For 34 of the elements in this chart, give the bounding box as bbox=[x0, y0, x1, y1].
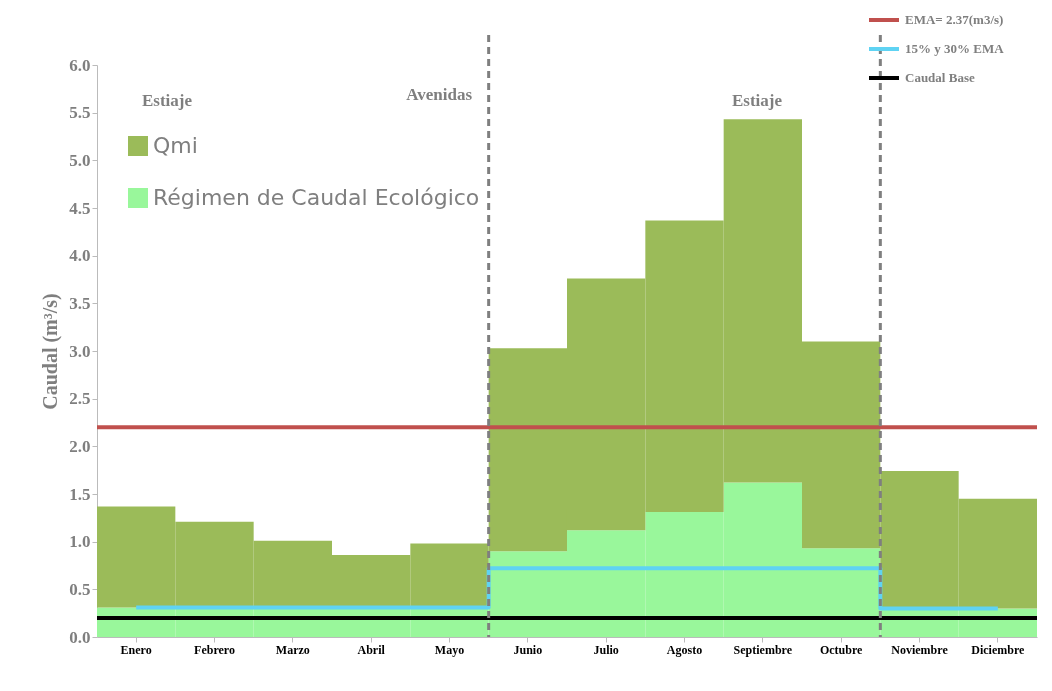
x-tick-label: Marzo bbox=[275, 642, 310, 657]
y-tick-label: 5.5 bbox=[69, 103, 91, 123]
legend-label: Qmi bbox=[153, 133, 198, 158]
x-tick-label: Enero bbox=[120, 642, 152, 657]
legend-label: 15% y 30% EMA bbox=[905, 41, 1005, 56]
x-tick-label: Noviembre bbox=[891, 642, 949, 657]
y-tick-label: 6.0 bbox=[69, 55, 91, 75]
y-tick-label: 4.0 bbox=[69, 246, 91, 266]
x-tick-label: Junio bbox=[513, 642, 543, 657]
annotation: Avenidas bbox=[406, 85, 473, 104]
x-tick-label: Febrero bbox=[194, 642, 235, 657]
y-tick-label: 0.5 bbox=[69, 579, 91, 599]
y-tick-label: 1.0 bbox=[69, 532, 91, 552]
y-tick-label: 1.5 bbox=[69, 484, 91, 504]
legend-label: Caudal Base bbox=[905, 70, 975, 85]
x-tick-label: Septiembre bbox=[733, 642, 793, 657]
y-tick-label: 0.0 bbox=[69, 627, 91, 647]
y-tick-label: 5.0 bbox=[69, 150, 91, 170]
legend-label: Régimen de Caudal Ecológico bbox=[153, 185, 480, 210]
x-tick-label: Octubre bbox=[819, 642, 864, 657]
y-tick-label: 3.5 bbox=[69, 293, 91, 313]
annotation: Estiaje bbox=[141, 91, 193, 110]
x-tick-label: Abril bbox=[357, 642, 386, 657]
x-tick-label: Diciembre bbox=[971, 642, 1026, 657]
y-tick-label: 3.0 bbox=[69, 341, 91, 361]
text: EMA= 2.37(m3/s) bbox=[905, 12, 1004, 27]
y-tick-label: 2.5 bbox=[69, 389, 91, 409]
x-tick-label: Mayo bbox=[434, 642, 465, 657]
y-tick-label: 2.0 bbox=[69, 436, 91, 456]
y-tick-label: 4.5 bbox=[69, 198, 91, 218]
x-tick-label: Julio bbox=[593, 642, 619, 657]
x-tick-label: Agosto bbox=[666, 642, 703, 657]
annotation: Estiaje bbox=[731, 91, 783, 110]
y-axis-title: Caudal (m³/s) bbox=[39, 293, 63, 410]
